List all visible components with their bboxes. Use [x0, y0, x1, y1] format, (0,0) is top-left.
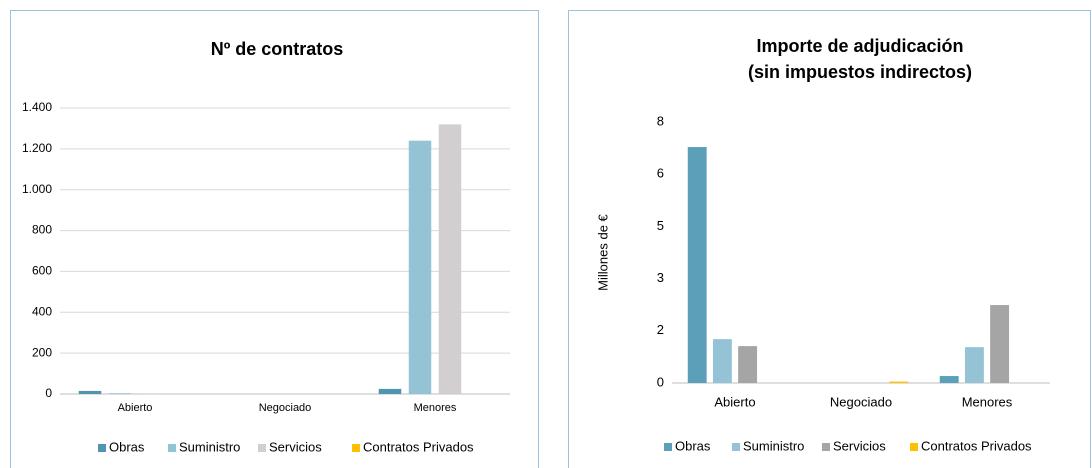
y-tick-label: 0	[657, 374, 664, 389]
bar	[889, 381, 909, 383]
y-tick-label: 600	[32, 264, 52, 278]
y-tick-label: 1.200	[22, 141, 52, 155]
chart-title: (sin impuestos indirectos)	[748, 62, 972, 82]
y-tick-label: 0	[45, 386, 52, 400]
legend-label: Obras	[109, 439, 145, 454]
y-tick-label: 1.400	[22, 100, 52, 114]
legend-label: Servicios	[269, 439, 322, 454]
bar	[408, 140, 432, 394]
legend-label: Suministro	[179, 439, 240, 454]
y-tick-label: 200	[32, 345, 52, 359]
y-tick-label: 8	[657, 113, 664, 128]
legend-swatch	[664, 443, 672, 451]
legend-swatch	[168, 444, 176, 452]
legend-swatch	[98, 444, 106, 452]
y-tick-label: 800	[32, 223, 52, 237]
bar	[687, 147, 707, 383]
chart-title: Importe de adjudicación	[756, 36, 963, 56]
y-tick-label: 400	[32, 304, 52, 318]
bar	[138, 393, 162, 394]
bar	[738, 346, 758, 383]
legend-swatch	[352, 444, 360, 452]
legend-label: Contratos Privados	[363, 439, 474, 454]
bar	[990, 305, 1010, 383]
legend-label: Suministro	[743, 438, 804, 453]
chart-title: Nº de contratos	[211, 39, 344, 59]
x-tick-label: Abierto	[118, 402, 153, 414]
y-tick-label: 5	[657, 218, 664, 233]
legend-swatch	[258, 444, 266, 452]
legend-label: Contratos Privados	[921, 438, 1032, 453]
panel-border	[10, 10, 539, 468]
legend-swatch	[732, 443, 740, 451]
y-tick-label: 1.000	[22, 182, 52, 196]
x-tick-label: Menores	[962, 394, 1013, 409]
y-tick-label: 6	[657, 166, 664, 181]
x-tick-label: Menores	[414, 402, 457, 414]
legend-label: Obras	[675, 438, 711, 453]
bar	[78, 390, 102, 394]
y-tick-label: 2	[657, 322, 664, 337]
bar	[108, 393, 132, 394]
bar	[939, 376, 959, 383]
bar	[438, 124, 462, 394]
y-tick-label: 3	[657, 270, 664, 285]
legend-swatch	[822, 443, 830, 451]
bar	[378, 388, 402, 394]
legend-label: Servicios	[833, 438, 886, 453]
y-axis-label: Millones de €	[595, 213, 610, 290]
bar	[712, 339, 732, 383]
x-tick-label: Negociado	[259, 402, 312, 414]
x-tick-label: Negociado	[830, 394, 892, 409]
legend-swatch	[910, 443, 918, 451]
x-tick-label: Abierto	[714, 394, 755, 409]
panel-border	[568, 10, 1091, 468]
bar	[964, 347, 984, 383]
